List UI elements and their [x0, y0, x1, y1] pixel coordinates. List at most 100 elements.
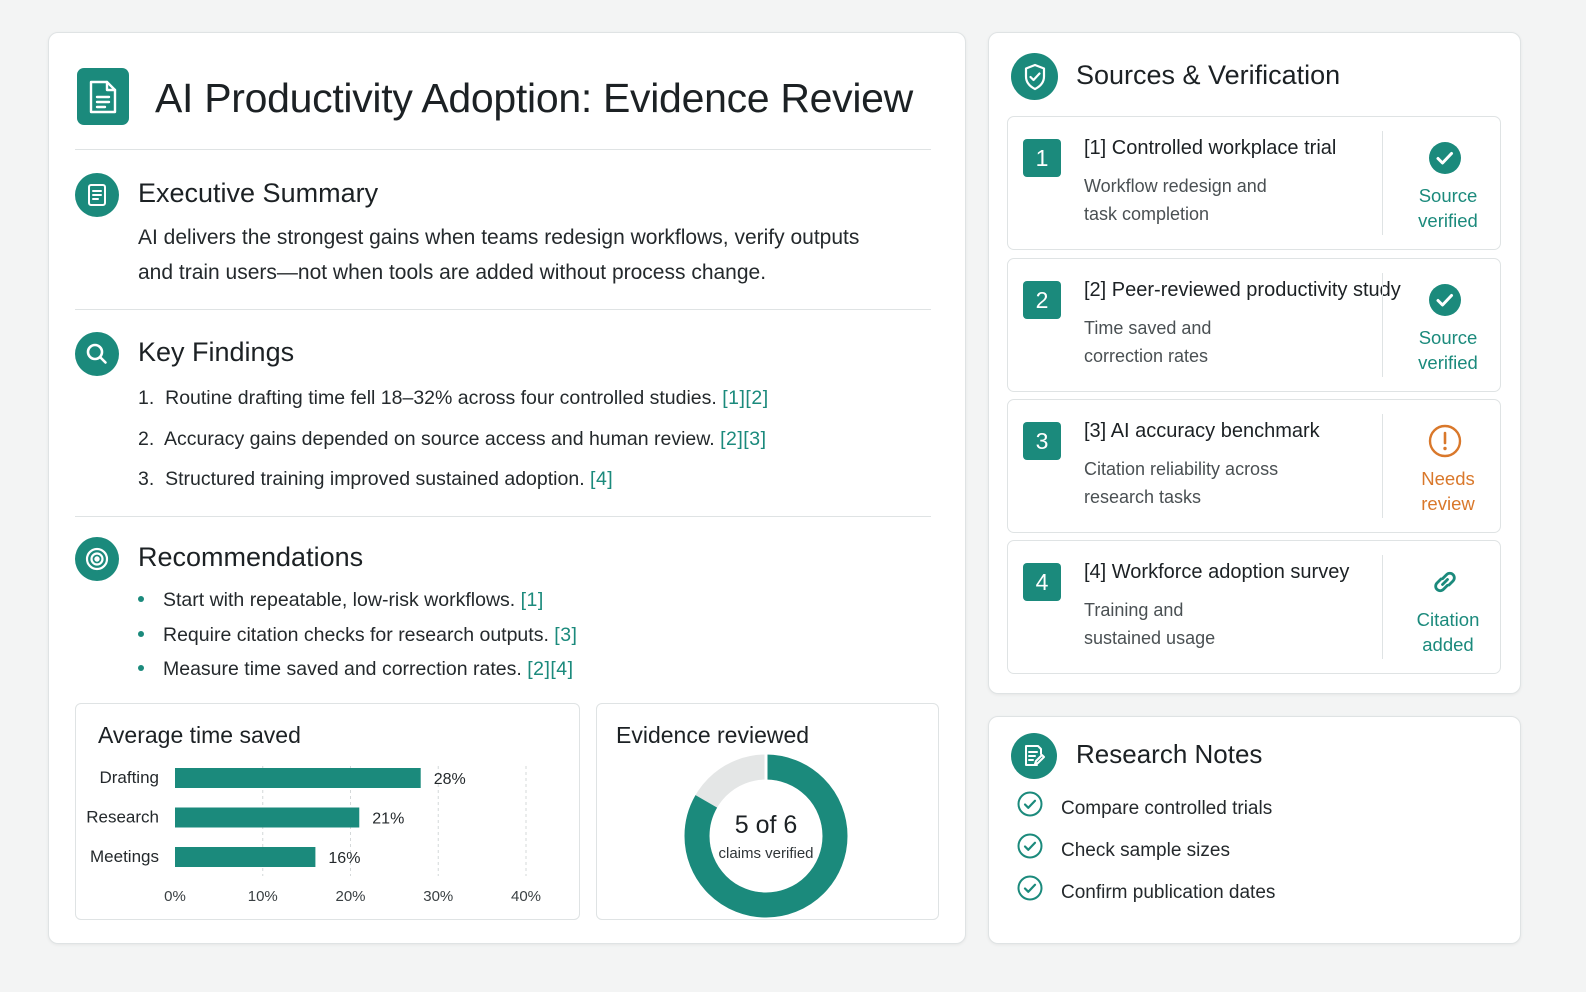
donut-center-value: 5 of 6: [735, 811, 798, 839]
evidence-reviewed-card: Evidence reviewed 5 of 6 claims verified: [596, 703, 939, 920]
research-notes-heading: Research Notes: [1076, 739, 1263, 769]
citation-link[interactable]: [2][4]: [527, 658, 574, 680]
note-text: Confirm publication dates: [1061, 882, 1276, 904]
finding-number: 1.: [138, 387, 155, 409]
chart-title: Average time saved: [98, 722, 301, 748]
source-title: [1] Controlled workplace trial: [1084, 137, 1337, 159]
notes-edit-icon: [1011, 733, 1057, 779]
source-item[interactable]: 4 [4] Workforce adoption survey Training a…: [1007, 540, 1501, 674]
recommendation-item: Measure time saved and correction rates.…: [138, 658, 574, 681]
bar: [175, 807, 360, 828]
x-tick-label: 30%: [423, 888, 453, 905]
donut-chart: 5 of 6 claims verified: [684, 753, 848, 918]
source-description: Citation reliability across research task…: [1084, 459, 1279, 507]
finding-item: 3. Structured training improved sustaine…: [138, 468, 613, 491]
evidence-review-panel: AI Productivity Adoption: Evidence Revie…: [48, 32, 966, 944]
divider: [75, 516, 931, 517]
time-saved-chart-card: Average time saved Drafting 28% Research 21…: [75, 703, 580, 920]
executive-summary-line: AI delivers the strongest gains when tea…: [138, 226, 860, 249]
source-status: Source verified: [1418, 327, 1478, 373]
note-text: Check sample sizes: [1061, 840, 1230, 862]
source-item[interactable]: 1 [1] Controlled workplace trial Workflow …: [1007, 116, 1501, 250]
note-item[interactable]: Confirm publication dates: [1017, 875, 1276, 909]
recommendation-text: Require citation checks for research out…: [163, 624, 549, 646]
source-description: Training and sustained usage: [1084, 600, 1216, 648]
source-title: [2] Peer-reviewed productivity study: [1084, 279, 1401, 301]
key-findings-heading: Key Findings: [138, 337, 295, 367]
finding-item: 1. Routine drafting time fell 18–32% acr…: [138, 387, 769, 410]
source-number-badge: 4: [1023, 563, 1061, 601]
source-status: Citation added: [1416, 609, 1480, 655]
source-title: [3] AI accuracy benchmark: [1084, 420, 1320, 442]
alert-circle-icon: [1428, 424, 1462, 458]
finding-text: Routine drafting time fell 18–32% across…: [165, 387, 717, 409]
source-number-badge: 3: [1023, 422, 1061, 460]
x-tick-label: 40%: [511, 888, 541, 905]
citation-link[interactable]: [3]: [554, 624, 578, 646]
bar: [175, 768, 421, 788]
divider: [75, 149, 931, 150]
finding-number: 2.: [138, 428, 155, 450]
summary-icon: [75, 173, 119, 217]
source-status: Source verified: [1418, 185, 1478, 231]
recommendation-item: Start with repeatable, low-risk workflow…: [138, 589, 544, 612]
note-text: Compare controlled trials: [1061, 798, 1273, 820]
source-title: [4] Workforce adoption survey: [1084, 561, 1350, 583]
bar: [175, 847, 316, 867]
citation-link[interactable]: [2][3]: [720, 428, 767, 450]
source-number-badge: 1: [1023, 139, 1061, 177]
check-circle-icon: [1428, 141, 1462, 175]
executive-summary-line: and train users—not when tools are added…: [138, 261, 767, 284]
finding-text: Accuracy gains depended on source access…: [164, 428, 715, 450]
bar-value-label: 28%: [434, 771, 466, 788]
check-circle-icon: [1017, 791, 1043, 823]
finding-item: 2. Accuracy gains depended on source acc…: [138, 428, 767, 451]
citation-link[interactable]: [1]: [520, 589, 544, 611]
separator: [1382, 414, 1383, 518]
document-icon: [77, 68, 129, 125]
link-icon: [1428, 565, 1462, 599]
shield-check-icon: [1011, 53, 1058, 100]
x-tick-label: 0%: [164, 888, 186, 905]
check-circle-icon: [1017, 875, 1043, 907]
source-description: Time saved and correction rates: [1084, 318, 1212, 366]
bullet: [138, 664, 144, 671]
separator: [1382, 273, 1383, 377]
sources-panel: Sources & Verification 1 [1] Controlled w…: [988, 32, 1521, 694]
category-label: Meetings: [90, 847, 159, 866]
check-circle-icon: [1428, 283, 1462, 317]
category-label: Research: [86, 808, 159, 827]
bullet: [138, 595, 144, 602]
source-status: Needs review: [1421, 468, 1475, 514]
finding-number: 3.: [138, 468, 155, 490]
note-item[interactable]: Check sample sizes: [1017, 833, 1230, 867]
category-label: Drafting: [99, 768, 159, 787]
recommendation-item: Require citation checks for research out…: [138, 624, 577, 647]
bar-value-label: 16%: [328, 850, 360, 867]
recommendations-heading: Recommendations: [138, 542, 364, 572]
recommendation-text: Measure time saved and correction rates.: [163, 658, 522, 680]
executive-summary-heading: Executive Summary: [138, 178, 379, 208]
chart-title: Evidence reviewed: [616, 722, 810, 748]
recommendation-text: Start with repeatable, low-risk workflow…: [163, 589, 516, 611]
search-icon: [75, 332, 119, 376]
x-tick-label: 10%: [248, 888, 278, 905]
bullet: [138, 630, 144, 637]
source-number-badge: 2: [1023, 281, 1061, 319]
research-notes-panel: Research Notes Compare controlled trials…: [988, 716, 1521, 944]
source-item[interactable]: 2 [2] Peer-reviewed productivity study Tim…: [1007, 258, 1501, 392]
sources-heading: Sources & Verification: [1076, 60, 1341, 90]
source-description: Workflow redesign and task completion: [1084, 176, 1267, 224]
x-tick-label: 20%: [335, 888, 365, 905]
check-circle-icon: [1017, 833, 1043, 865]
note-item[interactable]: Compare controlled trials: [1017, 791, 1273, 825]
source-item[interactable]: 3 [3] AI accuracy benchmark Citation relia…: [1007, 399, 1501, 533]
citation-link[interactable]: [1][2]: [722, 387, 769, 409]
citation-link[interactable]: [4]: [590, 468, 614, 490]
separator: [1382, 555, 1383, 659]
target-icon: [75, 537, 119, 581]
bar-chart: Drafting 28% Research 21% Meetings 16% 0% 10% 20…: [86, 766, 541, 905]
bar-value-label: 21%: [372, 811, 404, 828]
donut-center-label: claims verified: [718, 845, 813, 862]
page-title: AI Productivity Adoption: Evidence Revie…: [155, 75, 913, 121]
